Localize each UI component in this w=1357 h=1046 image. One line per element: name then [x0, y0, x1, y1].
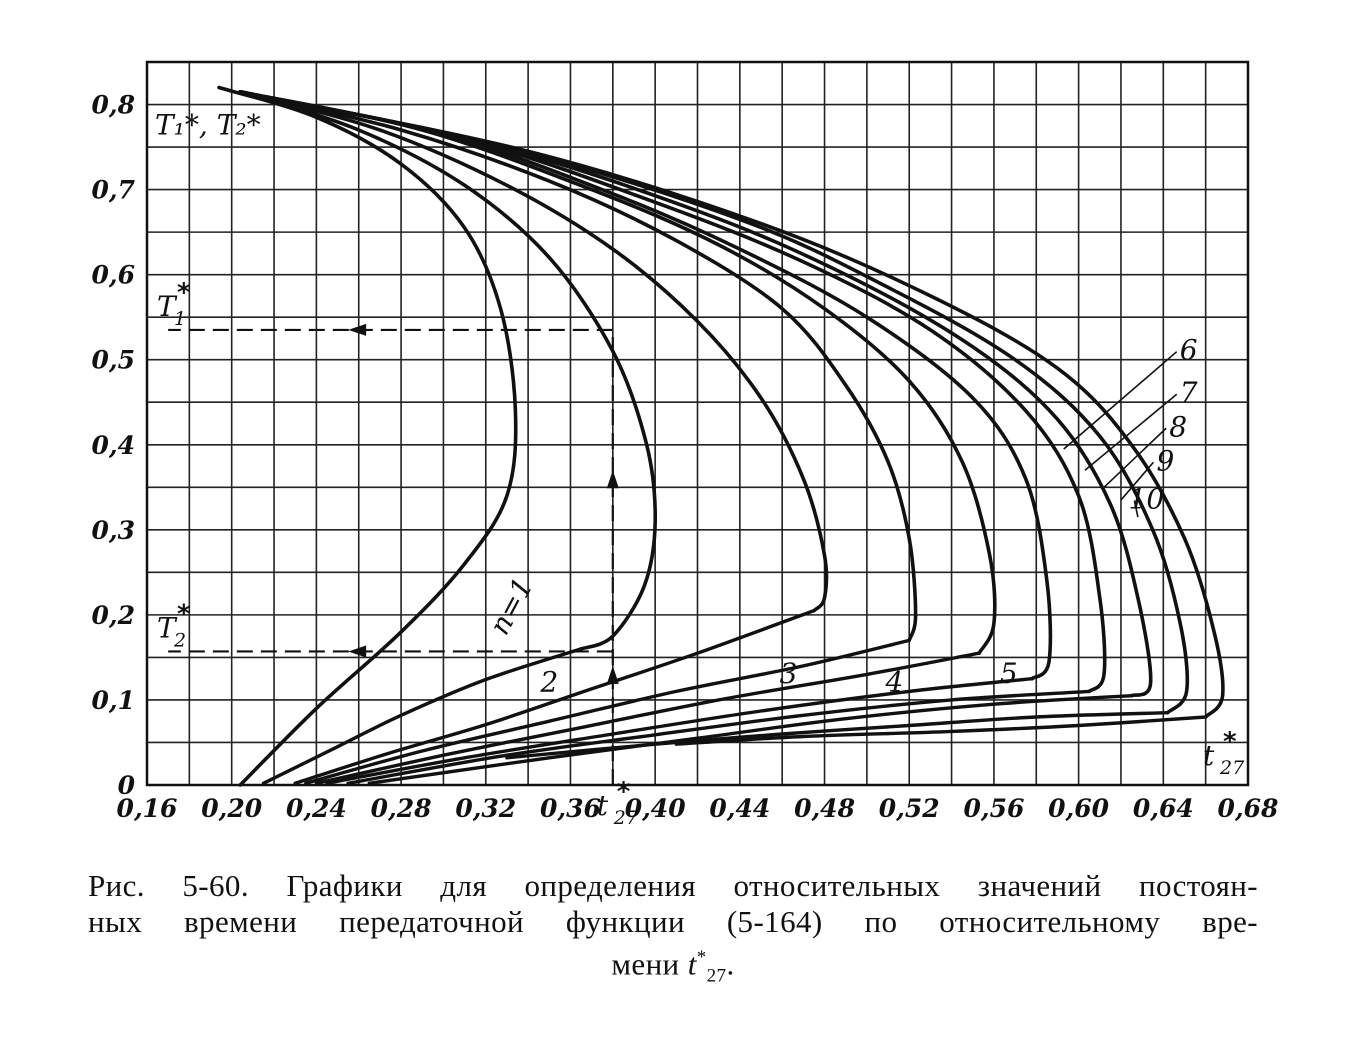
curve-3-upper-branch	[238, 90, 829, 613]
x-tick-label: 0,48	[794, 794, 855, 823]
curve-label-5: 5	[1000, 657, 1018, 690]
x-tick-label: 0,56	[963, 794, 1024, 823]
caption-variable-sub: 27	[706, 965, 727, 987]
curve-leader-line	[1133, 500, 1139, 518]
y-axis-T2-marker-star: *	[177, 599, 191, 629]
curve-leader-line	[1063, 351, 1178, 450]
x-axis-end-t27-label-main: t	[1203, 739, 1215, 772]
curve-7-upper-branch	[238, 90, 1107, 694]
x-tick-label: 0,60	[1048, 794, 1109, 823]
curve-label-10: 10	[1129, 483, 1165, 516]
curve-6-upper-branch	[238, 90, 1053, 681]
curve-n1-upper-branch	[217, 85, 518, 787]
curve-leader-line	[1120, 461, 1155, 501]
y-tick-label: 0,2	[92, 601, 136, 630]
chart: 0,16 0,20 0,24 0,28 0,32 0,36 0,40 0,44 0,48 0,52…	[92, 60, 1279, 829]
y-axis-T1-marker-star: *	[177, 278, 191, 308]
x-tick-label: 0,44	[709, 794, 770, 823]
curve-label-4: 4	[884, 665, 903, 698]
y-axis-T2-marker-sub: 2	[173, 629, 186, 651]
curve-label-3: 3	[780, 657, 798, 690]
y-axis-T2-marker-main: T	[157, 611, 178, 644]
caption-line-1: Рис. 5-60. Графики для определения относ…	[88, 868, 1258, 903]
x-tick-label: 0,32	[455, 794, 516, 823]
curve-2-lower-branch	[261, 647, 583, 785]
caption-line-3-text: мени	[611, 946, 688, 982]
curve-5-lower-branch	[314, 651, 981, 785]
x-axis-t27-marker-main: t	[597, 789, 609, 822]
x-tick-label: 0,36	[540, 794, 601, 823]
x-tick-label: 0,24	[286, 794, 347, 823]
example-up-arrow	[606, 470, 619, 489]
x-axis-end-t27-label: t 27*	[1203, 727, 1245, 779]
example-T1-arrow	[348, 323, 367, 336]
y-tick-label: 0,3	[92, 516, 136, 545]
caption-line-3-end: .	[726, 946, 735, 982]
curve-label-7: 7	[1180, 376, 1198, 409]
curve-5-upper-branch	[238, 90, 997, 655]
x-tick-label: 0,40	[625, 794, 686, 823]
curve-10-upper-branch	[238, 90, 1225, 719]
curve-leader-line	[1084, 393, 1178, 471]
y-axis-T2-marker: T2*	[157, 599, 191, 651]
caption-variable-sup: *	[696, 947, 707, 968]
caption-variable: t	[687, 946, 697, 982]
curve-3-lower-branch	[293, 608, 816, 785]
curve-label-2: 2	[539, 665, 558, 698]
x-tick-label: 0,28	[371, 794, 432, 823]
curve-4-upper-branch	[238, 90, 918, 643]
x-tick-label: 0,20	[201, 794, 262, 823]
x-tick-label: 0,52	[879, 794, 940, 823]
figure-caption: Рис. 5-60. Графики для определения относ…	[88, 868, 1258, 995]
plot-frame	[145, 60, 1250, 787]
curve-8-upper-branch	[238, 90, 1153, 698]
y-tick-label: 0	[118, 771, 136, 800]
x-axis-end-t27-label-sub: 27	[1219, 757, 1245, 779]
curve-6-lower-branch	[325, 677, 1034, 785]
x-tick-label: 0,68	[1218, 794, 1279, 823]
y-tick-label: 0,8	[92, 91, 136, 120]
curve-label-6: 6	[1180, 334, 1198, 367]
y-axis-top-T1-T2-label: T₁*, T₂*	[155, 109, 261, 142]
curve-label-n1: n=1	[483, 572, 540, 640]
curve-10-lower-branch	[674, 715, 1208, 746]
curve-7-lower-branch	[346, 689, 1091, 785]
curve-leader-line	[1103, 427, 1167, 488]
example-T2-arrow	[348, 645, 367, 658]
x-axis-t27-marker: t 27*	[597, 777, 639, 829]
y-tick-label: 0,6	[92, 261, 136, 290]
curve-8-lower-branch	[367, 694, 1134, 785]
y-tick-label: 0,7	[92, 176, 136, 205]
x-tick-label: 0,64	[1133, 794, 1194, 823]
curve-9-lower-branch	[505, 711, 1170, 760]
curve-label-9: 9	[1157, 444, 1175, 477]
y-tick-label: 0,4	[92, 431, 136, 460]
y-axis-T1-marker: T1*	[157, 278, 191, 330]
caption-line-3: мени t*27.	[88, 940, 1258, 995]
y-tick-label: 0,5	[92, 346, 136, 375]
y-axis-T1-marker-main: T	[157, 290, 178, 323]
caption-line-2: ных времени передаточной функции (5-164)…	[88, 904, 1258, 939]
curve-label-8: 8	[1169, 410, 1187, 443]
y-axis-T1-marker-sub: 1	[174, 308, 186, 330]
example-up-arrow	[606, 665, 619, 684]
x-axis-end-t27-label-star: *	[1223, 727, 1237, 757]
x-axis-t27-marker-star: *	[617, 777, 631, 807]
y-tick-label: 0,1	[92, 686, 136, 715]
x-tick-label: 0,16	[117, 794, 178, 823]
x-axis-t27-marker-sub: 27	[613, 807, 639, 829]
